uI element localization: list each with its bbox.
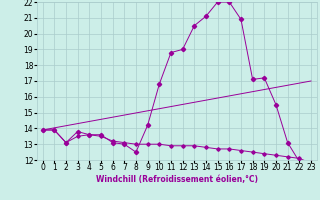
X-axis label: Windchill (Refroidissement éolien,°C): Windchill (Refroidissement éolien,°C) — [96, 175, 258, 184]
